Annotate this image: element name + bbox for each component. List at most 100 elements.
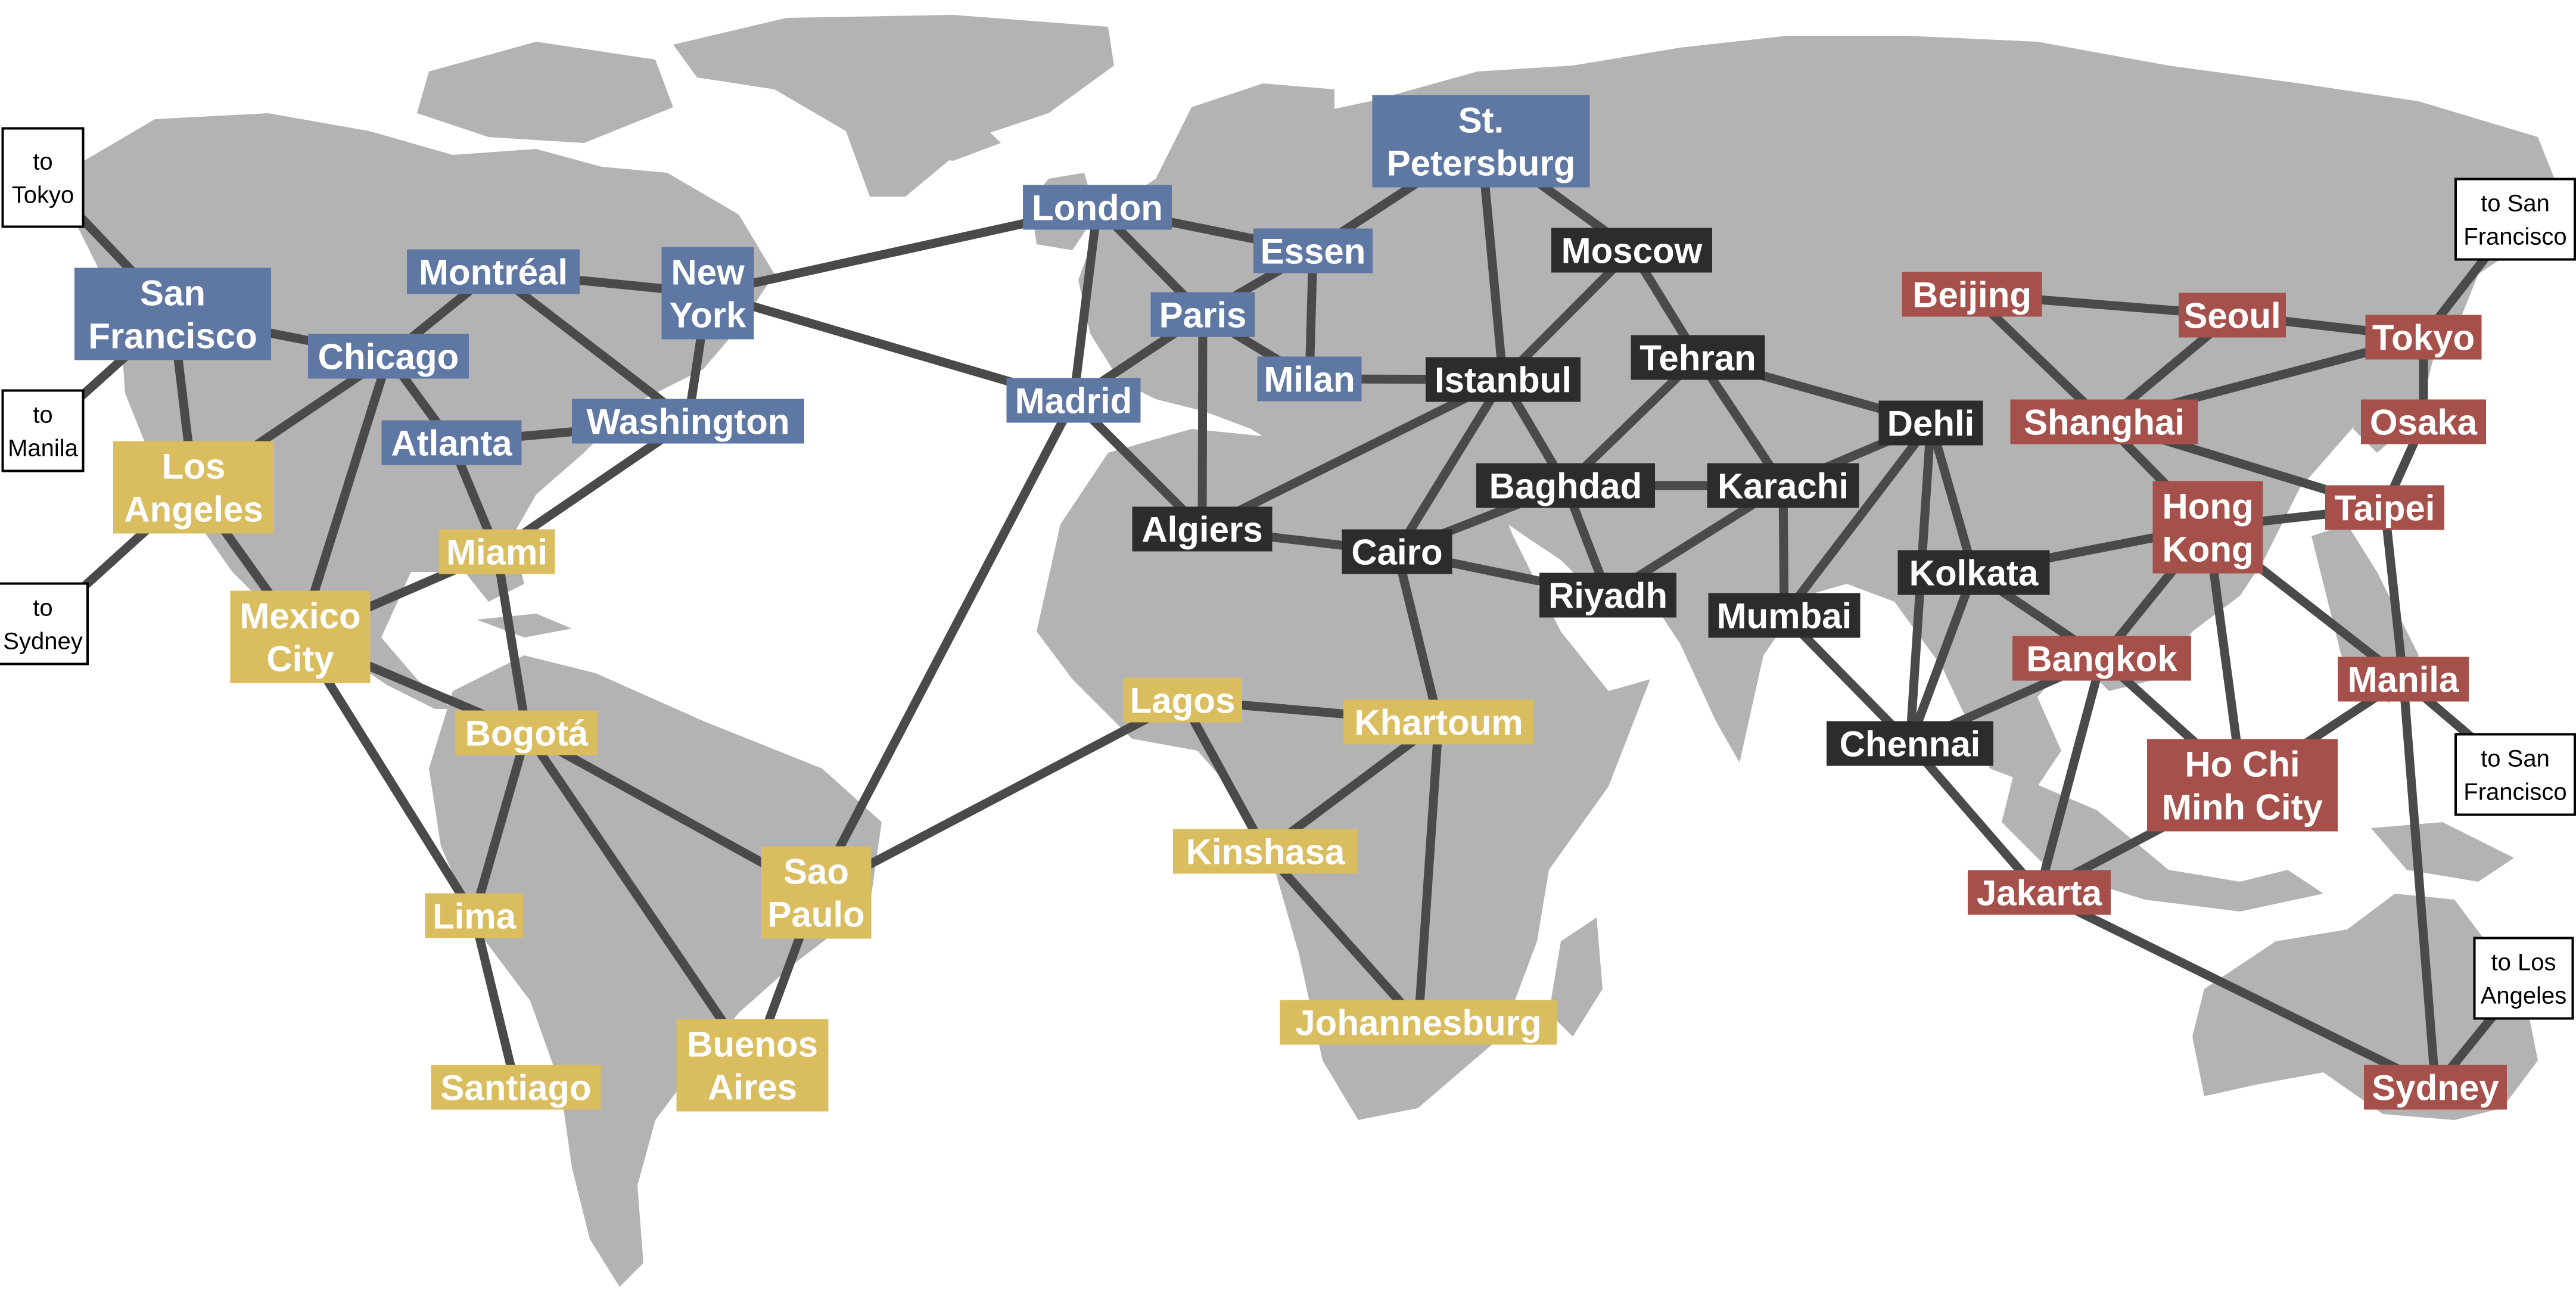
city-box-paris <box>1150 292 1255 337</box>
city-label-london: London <box>1032 188 1163 228</box>
city-box-san-francisco <box>74 267 271 360</box>
city-label-atlanta: Atlanta <box>391 424 512 464</box>
city-khartoum: Khartoum <box>1343 699 1534 745</box>
ext-box-ext-to-sydney <box>0 582 89 665</box>
city-lagos: Lagos <box>1123 677 1242 723</box>
city-mumbai: Mumbai <box>1708 593 1861 638</box>
city-label-kolkata: Kolkata <box>1909 553 2039 593</box>
ext-to-sydney: to Sydney <box>0 582 89 665</box>
city-box-kinshasa <box>1173 829 1358 874</box>
city-label-cairo: Cairo <box>1351 533 1442 573</box>
city-moscow: Moscow <box>1551 228 1712 273</box>
city-box-ho-chi-minh-city <box>2147 739 2338 832</box>
city-box-manila <box>2338 657 2469 702</box>
city-paris: Paris <box>1150 292 1255 337</box>
city-seoul: Seoul <box>2179 293 2286 338</box>
city-box-baghdad <box>1476 463 1655 508</box>
route-khartoum-johannesburg <box>1414 717 1443 1027</box>
city-label-buenos-aires: Aires <box>708 1068 797 1108</box>
route-bogota-lima <box>469 728 531 920</box>
ext-to-tokyo: to Tokyo <box>1 127 85 228</box>
landmass-eurasia <box>1078 36 2562 786</box>
city-box-hong-kong <box>2152 481 2263 574</box>
city-karachi: Karachi <box>1707 463 1859 508</box>
city-label-washington: Washington <box>586 402 789 442</box>
city-label-paris: Paris <box>1159 295 1247 335</box>
ext-box-ext-to-san-francisco-1 <box>2454 178 2576 261</box>
ext-label-text: Manila <box>8 435 79 461</box>
ext-label-text: to Los <box>2491 949 2556 975</box>
city-box-riyadh <box>1539 573 1676 618</box>
route-mexico-city-lima <box>295 632 479 920</box>
city-label-baghdad: Baghdad <box>1489 466 1642 506</box>
city-label-ho-chi-minh-city: Minh City <box>2162 788 2323 828</box>
city-box-sydney <box>2364 1065 2507 1110</box>
route-chennai-jakarta <box>1905 739 2044 897</box>
landmass-new-guinea <box>2371 822 2514 882</box>
city-sydney: Sydney <box>2364 1065 2507 1110</box>
landmass-south-america <box>429 655 882 1287</box>
city-label-chennai: Chennai <box>1840 724 1981 764</box>
landmass-greenland <box>673 15 1114 197</box>
route-sao-paulo-madrid <box>811 396 1078 897</box>
city-essen: Essen <box>1253 228 1373 273</box>
city-label-sydney: Sydney <box>2372 1068 2499 1108</box>
city-label-ho-chi-minh-city: Ho Chi <box>2185 745 2300 785</box>
city-label-milan: Milan <box>1264 360 1355 400</box>
city-label-istanbul: Istanbul <box>1435 360 1572 400</box>
ext-to-manila: to Manila <box>1 389 85 472</box>
route-istanbul-cairo <box>1392 375 1508 556</box>
city-label-kinshasa: Kinshasa <box>1186 832 1345 872</box>
city-label-mexico-city: City <box>266 639 334 679</box>
city-label-st-petersburg: St. <box>1458 101 1504 141</box>
city-label-new-york: New <box>671 253 745 293</box>
city-label-new-york: York <box>670 295 747 335</box>
city-osaka: Osaka <box>2361 399 2486 444</box>
ext-label-text: Francisco <box>2463 779 2566 805</box>
city-algiers: Algiers <box>1132 506 1273 552</box>
ext-label-text: to <box>33 595 52 621</box>
city-label-mumbai: Mumbai <box>1717 596 1852 636</box>
route-cairo-khartoum <box>1392 547 1443 727</box>
city-kinshasa: Kinshasa <box>1173 829 1358 874</box>
route-jakarta-sydney <box>2034 888 2440 1092</box>
city-box-cairo <box>1342 529 1452 574</box>
city-box-bogota <box>455 710 598 755</box>
city-manila: Manila <box>2338 657 2469 702</box>
city-box-chicago <box>308 334 469 379</box>
city-miami: Miami <box>438 529 555 574</box>
city-riyadh: Riyadh <box>1539 573 1676 618</box>
city-box-kolkata <box>1897 550 2050 595</box>
city-box-dehli <box>1878 400 1983 446</box>
city-label-manila: Manila <box>2348 660 2459 700</box>
city-chicago: Chicago <box>308 334 469 379</box>
route-lagos-kinshasa <box>1178 695 1270 856</box>
route-sao-paulo-lagos <box>811 695 1187 897</box>
city-box-moscow <box>1551 228 1712 273</box>
landmass-arctic-islands <box>417 42 673 143</box>
city-box-santiago <box>431 1065 601 1110</box>
city-box-montreal <box>407 249 580 294</box>
city-box-essen <box>1253 228 1373 273</box>
ext-to-los-angeles: to Los Angeles <box>2473 937 2574 1020</box>
city-box-jakarta <box>1968 870 2111 915</box>
route-miami-bogota <box>492 547 531 738</box>
city-box-seoul <box>2179 293 2286 338</box>
city-box-algiers <box>1132 506 1273 552</box>
city-label-montreal: Montréal <box>419 253 568 293</box>
ext-box-ext-to-los-angeles <box>2473 937 2574 1020</box>
landmass-africa <box>1037 429 1650 1120</box>
city-label-sao-paulo: Sao <box>783 852 849 892</box>
route-dehli-kolkata <box>1926 418 1978 577</box>
city-label-los-angeles: Angeles <box>124 490 263 530</box>
route-bangkok-jakarta <box>2034 654 2107 897</box>
city-istanbul: Istanbul <box>1426 357 1581 402</box>
city-label-lagos: Lagos <box>1130 681 1236 721</box>
city-label-osaka: Osaka <box>2370 403 2478 443</box>
city-label-dehli: Dehli <box>1887 404 1975 444</box>
city-box-khartoum <box>1343 699 1534 745</box>
city-label-beijing: Beijing <box>1912 275 2031 315</box>
